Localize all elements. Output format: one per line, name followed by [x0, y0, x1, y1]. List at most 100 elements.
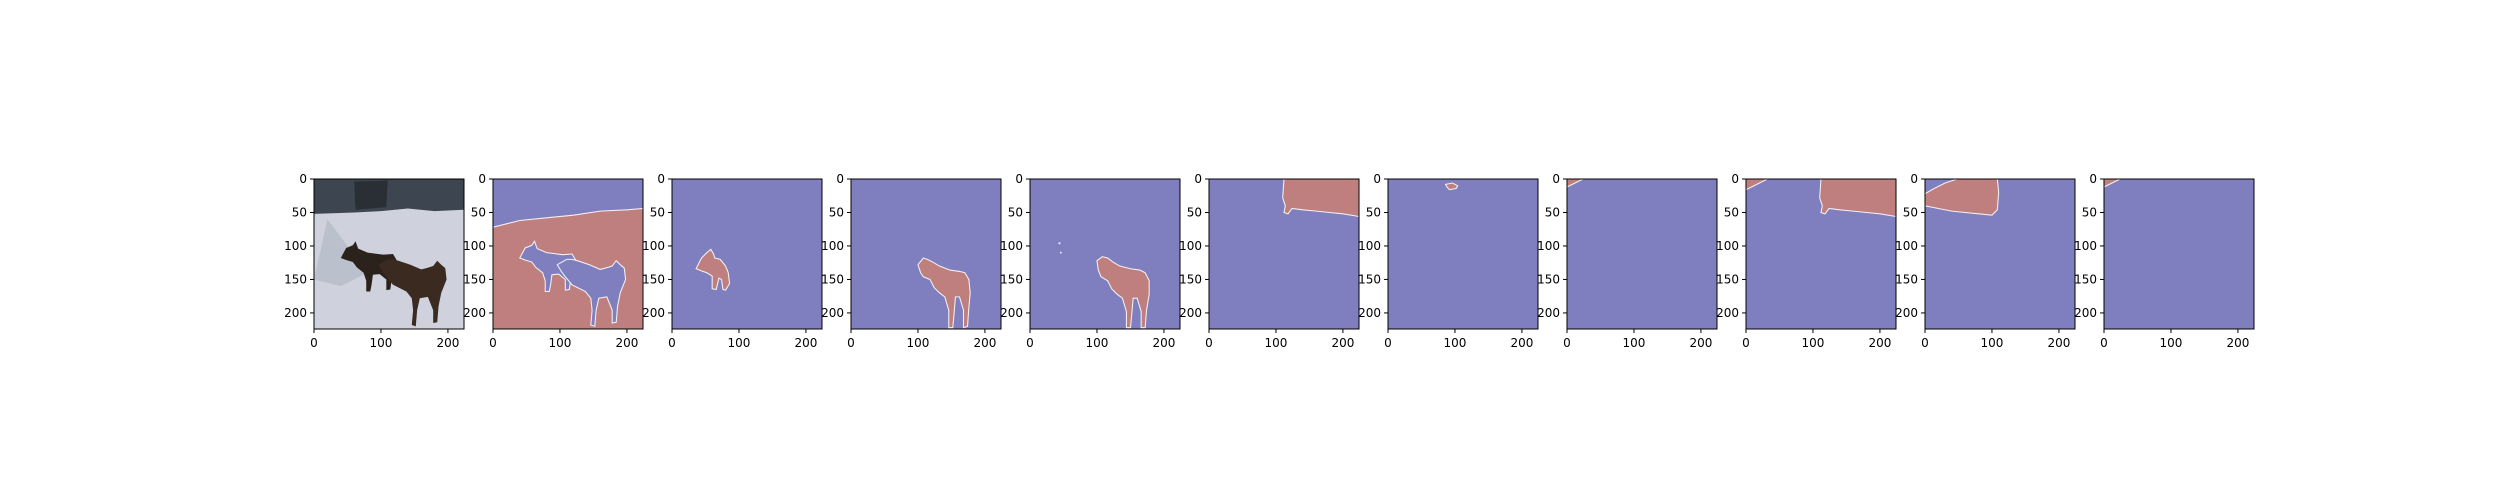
x-tick-label: 0 [489, 336, 497, 350]
mask-speck-2 [1059, 251, 1062, 254]
y-tick-label: 150 [1537, 272, 1560, 286]
axes-frame [671, 178, 823, 330]
y-tick-label: 200 [642, 306, 665, 320]
y-tick-label: 100 [1358, 239, 1381, 253]
y-tick-label: 100 [2074, 239, 2097, 253]
axes-frame [1208, 178, 1360, 330]
y-tick-label: 50 [650, 205, 665, 219]
y-tick-label: 0 [1552, 172, 1560, 186]
x-tick-label: 100 [907, 336, 930, 350]
y-tick-label: 200 [1537, 306, 1560, 320]
y-tick-label: 50 [2082, 205, 2097, 219]
x-tick-label: 200 [2047, 336, 2070, 350]
y-tick-label: 200 [1179, 306, 1202, 320]
y-tick-label: 200 [2074, 306, 2097, 320]
x-tick-label: 100 [1086, 336, 1109, 350]
y-tick-label: 150 [1000, 272, 1023, 286]
axes-frame [850, 178, 1002, 330]
y-tick-label: 50 [1366, 205, 1381, 219]
panel-6: 0 50 100 150 200 0 100 200 [1179, 172, 1360, 350]
y-tick-label: 0 [1731, 172, 1739, 186]
mask-segment-1 [1096, 256, 1150, 329]
panel-8: 0 50 100 150 200 0 100 200 [1537, 172, 1718, 350]
y-tick-label: 150 [463, 272, 486, 286]
y-tick-label: 150 [821, 272, 844, 286]
mask-segment-1 [1567, 179, 1584, 188]
axes-frame [1924, 178, 2076, 330]
x-tick-label: 100 [1981, 336, 2004, 350]
x-tick-label: 100 [1802, 336, 1825, 350]
x-tick-label: 200 [1689, 336, 1712, 350]
y-tick-label: 200 [284, 306, 307, 320]
y-tick-label: 100 [1895, 239, 1918, 253]
y-tick-label: 0 [836, 172, 844, 186]
y-tick-label: 150 [1358, 272, 1381, 286]
x-tick-label: 100 [1265, 336, 1288, 350]
x-tick-label: 200 [1152, 336, 1175, 350]
y-tick-label: 0 [1015, 172, 1023, 186]
y-tick-label: 100 [821, 239, 844, 253]
panel-7: 0 50 100 150 200 0 100 200 [1358, 172, 1539, 350]
y-tick-label: 50 [1008, 205, 1023, 219]
y-tick-label: 50 [471, 205, 486, 219]
y-tick-label: 0 [1373, 172, 1381, 186]
axes-frame [492, 178, 644, 330]
panel-3: 0 50 100 150 200 0 100 200 [642, 172, 823, 350]
y-tick-label: 50 [1187, 205, 1202, 219]
panel-4: 0 50 100 150 200 0 100 200 [821, 172, 1002, 350]
x-tick-label: 200 [615, 336, 638, 350]
panel-11: 0 50 100 150 200 0 100 200 [2074, 172, 2255, 350]
mask-hole-2 [556, 258, 627, 328]
axes-frame [313, 178, 465, 330]
shadow [314, 219, 368, 287]
mask-segment-2 [1819, 179, 1897, 218]
y-tick-label: 100 [463, 239, 486, 253]
mask-background [1388, 179, 1538, 329]
y-tick-label: 0 [1910, 172, 1918, 186]
x-tick-label: 0 [668, 336, 676, 350]
y-tick-label: 150 [2074, 272, 2097, 286]
x-tick-label: 100 [2160, 336, 2183, 350]
y-tick-label: 200 [463, 306, 486, 320]
mask-segment-1 [917, 257, 971, 329]
y-tick-label: 150 [284, 272, 307, 286]
y-tick-label: 150 [1179, 272, 1202, 286]
x-tick-label: 100 [728, 336, 751, 350]
x-tick-label: 200 [973, 336, 996, 350]
x-tick-label: 0 [847, 336, 855, 350]
x-tick-label: 100 [549, 336, 572, 350]
axes-frame [1029, 178, 1181, 330]
y-tick-label: 150 [642, 272, 665, 286]
y-tick-label: 50 [1545, 205, 1560, 219]
axes-frame [1387, 178, 1539, 330]
axes-frame [2103, 178, 2255, 330]
y-tick-label: 100 [1179, 239, 1202, 253]
mask-background [2104, 179, 2254, 329]
axes-frame [1745, 178, 1897, 330]
x-tick-label: 0 [1026, 336, 1034, 350]
x-tick-label: 200 [1868, 336, 1891, 350]
mask-segment-1 [2104, 179, 2121, 188]
mask-segment-1 [1282, 179, 1360, 218]
dog-right [378, 259, 447, 327]
x-tick-label: 0 [1742, 336, 1750, 350]
panel-10: 0 50 100 150 200 0 100 200 [1895, 172, 2076, 350]
mask-segment-1 [1746, 179, 1768, 191]
y-tick-label: 50 [829, 205, 844, 219]
mask-segment-1 [695, 248, 731, 291]
y-tick-label: 100 [1716, 239, 1739, 253]
y-tick-label: 150 [1716, 272, 1739, 286]
mask-background [851, 179, 1001, 329]
x-tick-label: 200 [1331, 336, 1354, 350]
x-tick-label: 0 [1205, 336, 1213, 350]
y-tick-label: 0 [657, 172, 665, 186]
mask-segment-1 [1444, 182, 1459, 191]
y-tick-label: 100 [642, 239, 665, 253]
panel-1: 0 50 100 150 200 0 100 200 [284, 172, 465, 350]
y-tick-label: 50 [1903, 205, 1918, 219]
dog-left [340, 241, 398, 292]
y-tick-label: 50 [1724, 205, 1739, 219]
x-tick-label: 0 [310, 336, 318, 350]
x-tick-label: 100 [1623, 336, 1646, 350]
